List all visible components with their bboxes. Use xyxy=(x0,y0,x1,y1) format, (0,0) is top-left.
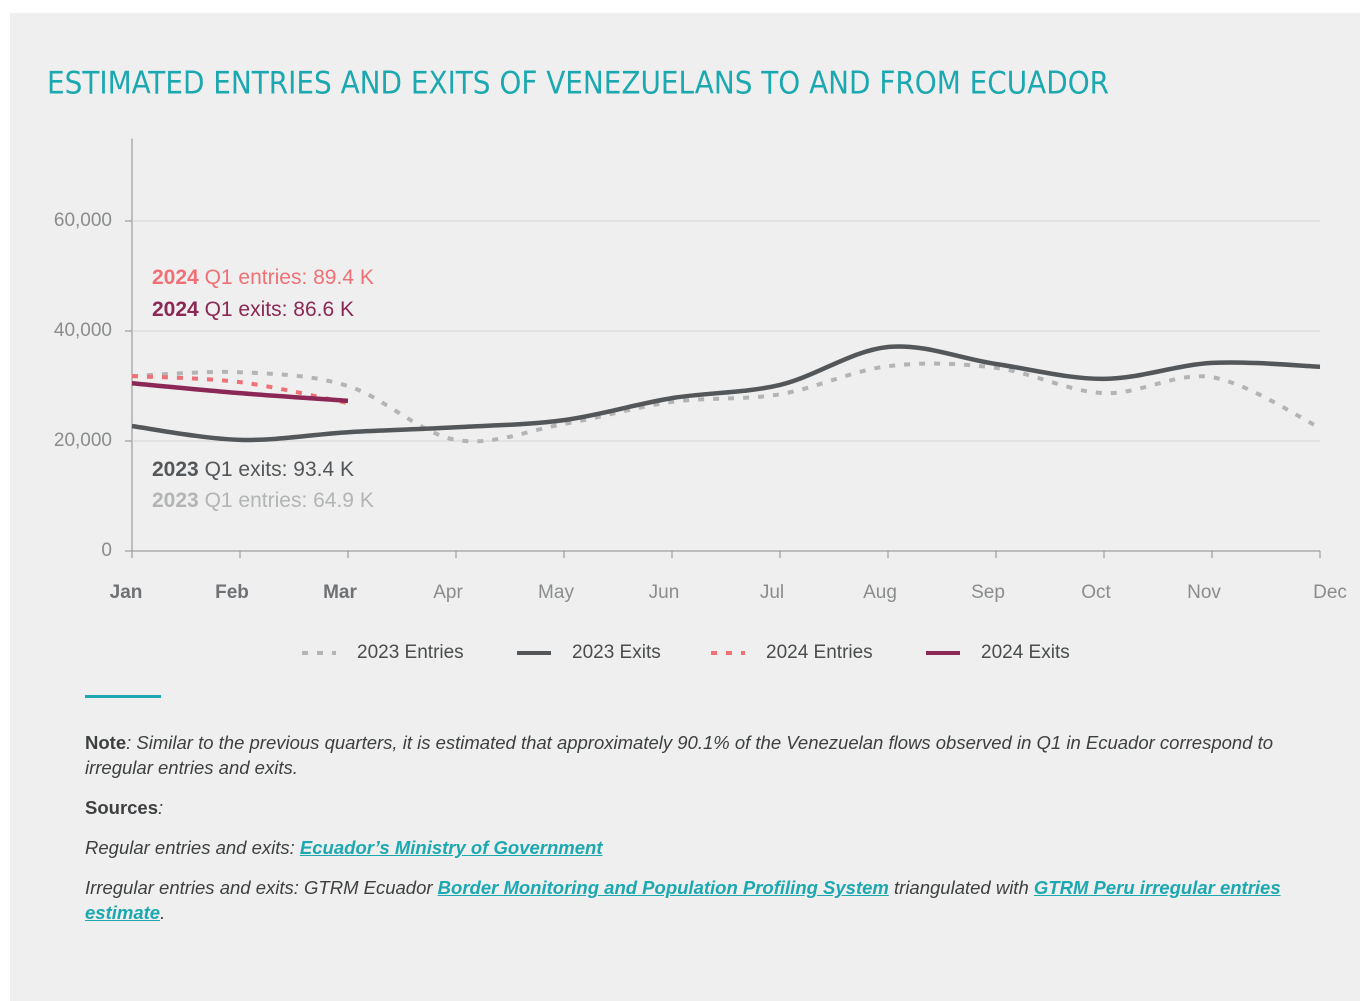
x-tick-label: Nov xyxy=(1187,582,1221,603)
x-tick-label: May xyxy=(538,582,574,603)
annotation: 2024 Q1 exits: 86.6 K xyxy=(152,298,354,321)
annotation-text: Q1 exits: 86.6 K xyxy=(205,298,354,321)
note: Note: Similar to the previous quarters, … xyxy=(85,730,1295,780)
source-text: Regular entries and exits: xyxy=(85,837,300,858)
annotation: 2023 Q1 exits: 93.4 K xyxy=(152,458,354,481)
x-tick-label: Apr xyxy=(433,582,463,603)
note-text: : Similar to the previous quarters, it i… xyxy=(85,732,1274,778)
source-text: triangulated with xyxy=(888,877,1034,898)
sources: Sources: xyxy=(85,795,1295,820)
x-tick-label: Mar xyxy=(323,582,357,603)
annotation: 2023 Q1 entries: 64.9 K xyxy=(152,489,374,512)
annotation-year: 2023 xyxy=(152,489,199,512)
y-tick-label: 60,000 xyxy=(54,210,112,231)
x-tick-label: Jun xyxy=(649,582,680,603)
separator xyxy=(85,695,161,698)
x-tick-label: Feb xyxy=(215,582,249,603)
legend-label: 2023 Exits xyxy=(572,642,661,663)
annotation-year: 2024 xyxy=(152,266,199,289)
y-tick-label: 40,000 xyxy=(54,320,112,341)
source-line: Regular entries and exits: Ecuador’s Min… xyxy=(85,835,1295,860)
source-text: . xyxy=(160,902,166,923)
sources-text: : xyxy=(158,797,164,818)
x-tick-label: Oct xyxy=(1081,582,1111,603)
source-link[interactable]: GTRM Peru irregular entries estimate xyxy=(85,877,1281,923)
line-series xyxy=(131,381,349,404)
annotation-text: Q1 entries: 64.9 K xyxy=(205,489,374,512)
source-text: Irregular entries and exits: GTRM Ecuado… xyxy=(85,877,438,898)
legend-label: 2023 Entries xyxy=(357,642,464,663)
x-tick-label: Sep xyxy=(971,582,1005,603)
line-series xyxy=(131,344,1321,443)
y-tick-label: 0 xyxy=(101,540,112,561)
x-tick-label: Jan xyxy=(110,582,143,603)
sources-label: Sources xyxy=(85,797,159,818)
annotation: 2024 Q1 entries: 89.4 K xyxy=(152,266,374,289)
source-link[interactable]: Border Monitoring and Population Profili… xyxy=(437,877,889,898)
legend-label: 2024 Entries xyxy=(766,642,873,663)
x-tick-label: Jul xyxy=(760,582,784,603)
x-tick-label: Dec xyxy=(1313,582,1347,603)
annotation-year: 2023 xyxy=(152,458,199,481)
note-label: Note xyxy=(85,732,127,753)
panel xyxy=(10,13,1360,1001)
annotation-year: 2024 xyxy=(152,298,199,321)
notes: Note: Similar to the previous quarters, … xyxy=(85,730,1295,940)
legend-label: 2024 Exits xyxy=(981,642,1070,663)
x-tick-label: Aug xyxy=(863,582,897,603)
chart: ESTIMATED ENTRIES AND EXITS OF VENEZUELA… xyxy=(47,66,1347,664)
source-line: Irregular entries and exits: GTRM Ecuado… xyxy=(85,875,1295,925)
y-tick-label: 20,000 xyxy=(54,430,112,451)
source-link[interactable]: Ecuador’s Ministry of Government xyxy=(299,837,603,858)
chart-title: ESTIMATED ENTRIES AND EXITS OF VENEZUELA… xyxy=(47,66,1109,102)
annotation-text: Q1 exits: 93.4 K xyxy=(205,458,354,481)
line-series xyxy=(131,374,349,406)
annotation-text: Q1 entries: 89.4 K xyxy=(205,266,374,289)
